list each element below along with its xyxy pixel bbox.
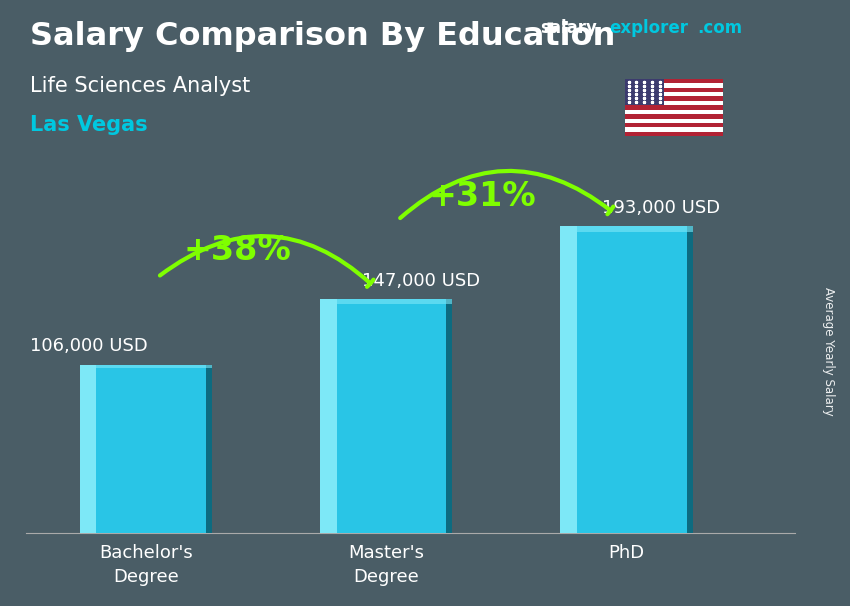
Polygon shape [206, 365, 212, 533]
Polygon shape [560, 226, 577, 533]
Text: 147,000 USD: 147,000 USD [362, 272, 480, 290]
Bar [625, 101, 722, 105]
Text: 193,000 USD: 193,000 USD [603, 199, 721, 217]
Bar [625, 123, 722, 127]
Polygon shape [560, 226, 693, 231]
Bar [80, 365, 212, 533]
Bar [625, 119, 722, 123]
Bar [625, 132, 722, 136]
Text: +31%: +31% [428, 179, 536, 213]
Text: Average Yearly Salary: Average Yearly Salary [822, 287, 836, 416]
Text: 106,000 USD: 106,000 USD [31, 337, 148, 355]
Polygon shape [320, 299, 452, 304]
Text: Life Sciences Analyst: Life Sciences Analyst [30, 76, 250, 96]
Polygon shape [80, 365, 96, 533]
Bar [625, 79, 722, 83]
Bar [625, 79, 664, 105]
Polygon shape [320, 299, 337, 533]
Text: +38%: +38% [183, 234, 291, 267]
Bar [625, 127, 722, 132]
Bar [625, 110, 722, 114]
Polygon shape [80, 365, 212, 368]
Text: explorer: explorer [609, 19, 688, 38]
Text: salary: salary [540, 19, 597, 38]
Text: Salary Comparison By Education: Salary Comparison By Education [30, 21, 615, 52]
Bar [625, 83, 722, 88]
Bar [625, 96, 722, 101]
Bar [625, 92, 722, 96]
Bar [320, 299, 452, 533]
Bar [625, 114, 722, 119]
Text: .com: .com [697, 19, 742, 38]
Bar [625, 88, 722, 92]
Text: Las Vegas: Las Vegas [30, 115, 147, 135]
Polygon shape [687, 226, 693, 533]
Polygon shape [446, 299, 452, 533]
Bar [560, 226, 693, 533]
Bar [625, 105, 722, 110]
